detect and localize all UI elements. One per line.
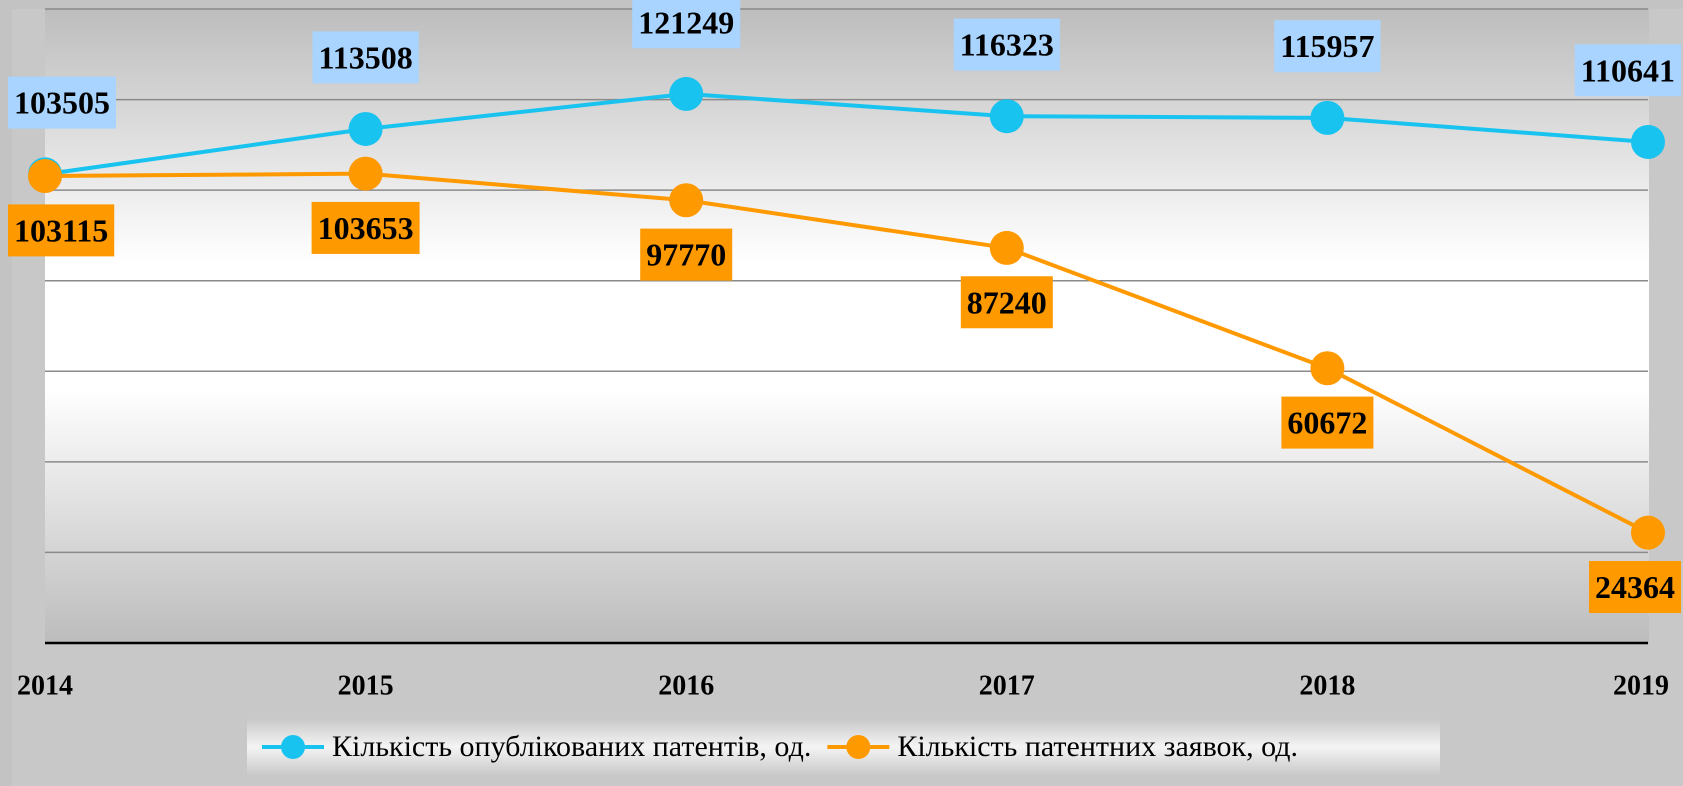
data-label: 103115 <box>14 212 108 248</box>
series-line <box>44 171 1649 535</box>
data-label-box <box>8 76 116 129</box>
data-label: 103653 <box>318 210 414 246</box>
data-label-box <box>960 276 1053 329</box>
data-label: 115957 <box>1280 28 1374 64</box>
data-point <box>1310 351 1345 386</box>
series-line <box>44 91 1649 177</box>
x-tick-label: 2019 <box>1613 670 1669 701</box>
data-point <box>669 183 704 218</box>
data-label: 97770 <box>646 237 726 273</box>
data-label-group: 103653 <box>311 201 420 254</box>
data-point <box>989 230 1024 265</box>
data-label-box <box>640 228 733 281</box>
data-label: 116323 <box>960 27 1054 63</box>
data-point <box>1631 124 1665 159</box>
data-label: 103505 <box>14 85 110 121</box>
legend-label: Кількість патентних заявок, од. <box>897 730 1298 763</box>
legend-marker <box>846 735 871 759</box>
data-label-group: 115957 <box>1274 20 1381 73</box>
data-point <box>348 156 383 191</box>
x-tick-label: 2015 <box>338 670 394 701</box>
legend-marker <box>281 735 305 759</box>
data-point <box>669 76 704 111</box>
data-label-group: 116323 <box>953 18 1060 71</box>
data-label-box <box>312 31 419 84</box>
data-label-group: 113508 <box>312 31 419 84</box>
x-tick-label: 2016 <box>658 670 714 701</box>
data-label-box <box>1574 44 1681 97</box>
data-label-group: 97770 <box>640 228 733 281</box>
data-label: 110641 <box>1581 52 1675 88</box>
data-label: 87240 <box>967 284 1047 320</box>
x-tick-label: 2018 <box>1299 670 1355 701</box>
x-tick-label: 2014 <box>17 670 73 701</box>
data-label-group: 110641 <box>1574 44 1681 97</box>
data-label-group: 60672 <box>1281 396 1374 449</box>
data-label: 60672 <box>1287 405 1367 441</box>
data-point <box>348 111 383 146</box>
data-label: 121249 <box>638 4 734 40</box>
data-label: 24364 <box>1595 569 1675 605</box>
data-point <box>1310 100 1345 135</box>
data-point <box>28 159 62 194</box>
legend-label: Кількість опублікованих патентів, од. <box>332 730 811 763</box>
data-label: 113508 <box>318 39 412 75</box>
data-label-box <box>311 201 420 254</box>
data-label-box <box>953 18 1060 71</box>
data-label-group: 24364 <box>1589 561 1681 614</box>
x-tick-label: 2017 <box>979 670 1035 701</box>
data-label-box <box>1274 20 1381 73</box>
data-label-group: 103115 <box>8 204 115 257</box>
data-label-group: 121249 <box>632 0 741 49</box>
data-label-box <box>632 0 741 49</box>
data-point <box>989 99 1024 134</box>
data-label-group: 87240 <box>960 276 1053 329</box>
data-label-box <box>1281 396 1374 449</box>
data-point <box>1631 515 1665 550</box>
data-label-box <box>8 204 115 257</box>
data-label-group: 103505 <box>8 76 116 129</box>
plot-area <box>45 9 1649 643</box>
data-label-box <box>1589 561 1681 614</box>
